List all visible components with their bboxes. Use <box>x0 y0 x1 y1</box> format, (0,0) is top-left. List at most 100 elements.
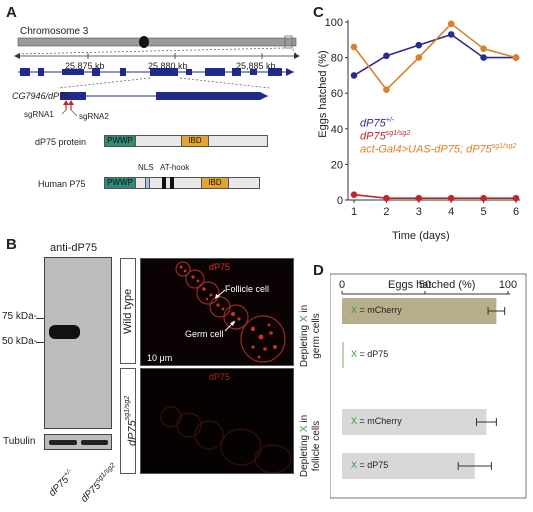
bar-label-2: X = dP75 <box>351 349 389 359</box>
gene-label: CG7946/dP75 <box>12 91 70 101</box>
x-tick-label: 2 <box>383 206 389 218</box>
data-point <box>480 194 487 202</box>
dp75-protein-label: dP75 protein <box>35 137 87 147</box>
pwwp-domain: PWWP <box>104 135 136 147</box>
bar <box>342 298 497 324</box>
data-point <box>350 72 358 79</box>
x-tick-label: 100 <box>499 279 517 291</box>
line-chart: 0 20 40 60 80 100 1 2 3 4 5 6 <box>325 17 520 218</box>
series-line-3 <box>353 22 517 91</box>
x-tick-label: 6 <box>513 206 519 218</box>
mw-75: 75 kDa- <box>2 311 38 322</box>
legend-series-1: dP75+/- <box>360 117 395 130</box>
legend-series-3: act-Gal4>UAS-dP75; dP75sg1/sg2 <box>360 143 517 156</box>
data-point <box>415 194 423 202</box>
wild-type-label: Wild type <box>122 288 134 334</box>
scale-bar-label: 10 μm <box>147 353 173 363</box>
ibd-domain: IBD <box>181 135 209 147</box>
data-point <box>480 54 487 61</box>
stain-label-mutant: dP75 <box>209 372 231 382</box>
dp75-band <box>49 325 80 339</box>
micrograph-mutant: dP75 <box>140 368 294 474</box>
x-tick-label: 3 <box>416 206 422 218</box>
group-label-follicle: Depleting X in follicle cells <box>299 414 322 478</box>
data-point <box>350 43 358 51</box>
human-p75-label: Human P75 <box>38 179 86 189</box>
panel-letter-b: B <box>6 236 17 253</box>
western-blot <box>44 257 112 429</box>
panel-letter-d: D <box>313 262 324 279</box>
centromere <box>139 36 149 48</box>
bar-label-4: X = dP75 <box>351 460 389 470</box>
data-point <box>447 194 455 202</box>
kb-label-2: 25,880 kb <box>148 61 188 71</box>
mutant-label: dP75sg1/sg2 <box>124 395 139 447</box>
data-point <box>415 54 423 61</box>
nls-label: NLS <box>138 163 154 172</box>
zoom-box <box>284 35 293 49</box>
mutant-frame <box>120 368 136 474</box>
follicle-cell-label: Follicle cell <box>225 284 270 294</box>
mw-50: 50 kDa- <box>2 336 38 347</box>
kb-label-3: 25,885 kb <box>236 61 276 71</box>
group-label-germ: Depleting X in germ cells <box>299 304 322 368</box>
x-tick-label: 4 <box>448 206 454 218</box>
sgrna2-label: sgRNA2 <box>79 112 109 121</box>
tubulin-blot <box>44 434 112 450</box>
sgrna1-label: sgRNA1 <box>24 110 54 119</box>
panel-letter-a: A <box>6 4 17 21</box>
exon-2 <box>156 92 260 100</box>
athook-domain-1 <box>162 177 166 189</box>
data-point <box>512 54 520 61</box>
lane2-label: dP75sg1/sg2 <box>78 462 117 505</box>
data-point <box>512 194 520 202</box>
kb-label-1: 25,875 kb <box>65 61 105 71</box>
wild-type-frame <box>120 258 136 364</box>
chart-frame <box>330 273 527 499</box>
bar-chart: 0 50 100 <box>330 273 527 499</box>
chart-d-xlabel: Eggs hatched (%) <box>388 279 476 291</box>
chromosome-bar <box>17 37 297 47</box>
human-protein-bar: PWWP IBD <box>104 177 260 189</box>
y-tick-label: 0 <box>337 195 343 207</box>
data-point <box>350 191 358 198</box>
antibody-label: anti-dP75 <box>50 242 98 254</box>
exon-1 <box>60 92 86 100</box>
dp75-protein-bar: PWWP IBD <box>104 135 268 147</box>
y-tick-label: 60 <box>331 88 343 100</box>
data-point <box>383 194 390 202</box>
x-tick-label: 5 <box>481 206 487 218</box>
nls-domain <box>145 177 150 189</box>
bar-label-3: X = mCherry <box>351 416 402 426</box>
data-point <box>447 20 455 28</box>
micrograph-wild-type: dP75 Follicle cell Germ cell 10 μm <box>140 258 294 366</box>
legend-series-2: dP75sg1/sg2 <box>360 130 411 143</box>
panel-letter-c: C <box>313 4 324 21</box>
athook-domain-2 <box>170 177 174 189</box>
x-tick-label: 50 <box>419 279 431 291</box>
bar-label-1: X = mCherry <box>351 305 402 315</box>
data-point <box>383 52 390 60</box>
chart-c-xlabel: Time (days) <box>392 230 450 242</box>
y-tick-label: 40 <box>331 124 343 136</box>
human-ibd-domain: IBD <box>201 177 229 189</box>
bar <box>342 409 487 435</box>
data-point <box>415 41 423 49</box>
gene-map <box>14 35 300 117</box>
tubulin-label: Tubulin <box>3 436 36 447</box>
lane1-label: dP75+/- <box>46 467 74 499</box>
stain-label-wt: dP75 <box>209 262 231 272</box>
human-pwwp-domain: PWWP <box>104 177 136 189</box>
y-tick-label: 80 <box>331 53 343 65</box>
bar <box>342 453 475 479</box>
athook-label: AT-hook <box>160 163 190 172</box>
y-tick-label: 20 <box>331 159 343 171</box>
chromosome-label: Chromosome 3 <box>20 26 89 37</box>
germ-cell-label: Germ cell <box>185 329 224 339</box>
x-tick-label: 1 <box>351 206 357 218</box>
x-tick-label: 0 <box>339 279 345 291</box>
y-tick-label: 100 <box>325 17 343 29</box>
series-line-2 <box>353 193 516 200</box>
data-point <box>480 45 487 52</box>
data-point <box>447 31 455 38</box>
